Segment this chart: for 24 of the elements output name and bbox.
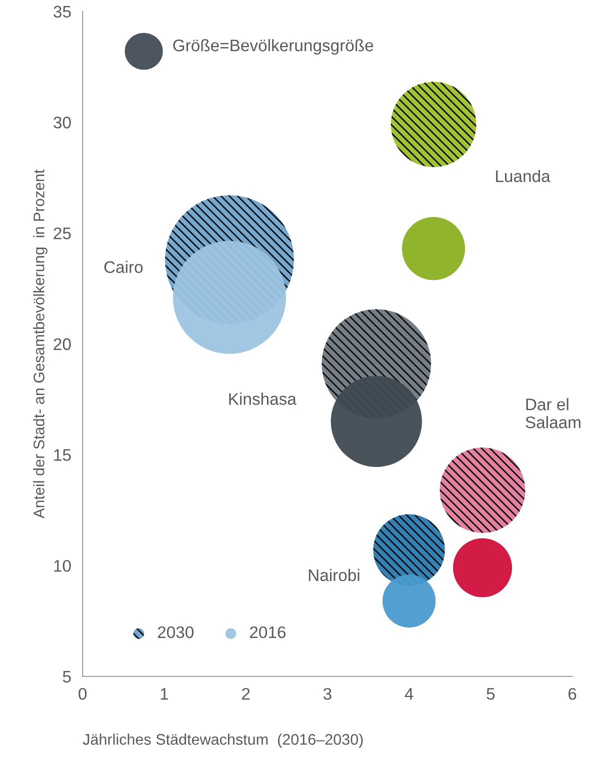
y-tick-label: 10 <box>54 560 71 572</box>
x-axis-title: Jährliches Städtewachstum (2016–2030) <box>82 734 363 748</box>
annotation: Luanda <box>496 170 550 182</box>
x-tick-label: 3 <box>323 688 332 700</box>
legend-label: 2030 <box>158 626 194 638</box>
annotation: Größe=Bevölkerungsgröße <box>173 39 374 55</box>
annotation: Nairobi <box>308 568 360 582</box>
annotation: Cairo <box>104 260 143 274</box>
x-tick-label: 6 <box>568 688 576 700</box>
x-tick-label: 5 <box>486 688 495 700</box>
y-tick-label: 15 <box>54 449 71 461</box>
x-tick-label: 4 <box>404 688 414 700</box>
x-tick-label: 1 <box>160 688 168 700</box>
y-tick-label: 35 <box>54 6 71 18</box>
x-tick-label: 0 <box>78 688 87 700</box>
y-axis-title: Anteil der Stadt- an Gesamtbevölkerung in Prozent <box>33 169 48 518</box>
y-tick-label: 5 <box>62 670 71 683</box>
annotation: Kinshasa <box>229 392 296 405</box>
annotation: Dar el Salaam <box>526 398 580 428</box>
x-tick-label: 2 <box>242 688 250 700</box>
y-tick-label: 20 <box>54 338 71 350</box>
y-tick-label: 30 <box>54 116 71 128</box>
y-tick-label: 25 <box>54 227 71 240</box>
legend-label: 2016 <box>250 626 286 638</box>
